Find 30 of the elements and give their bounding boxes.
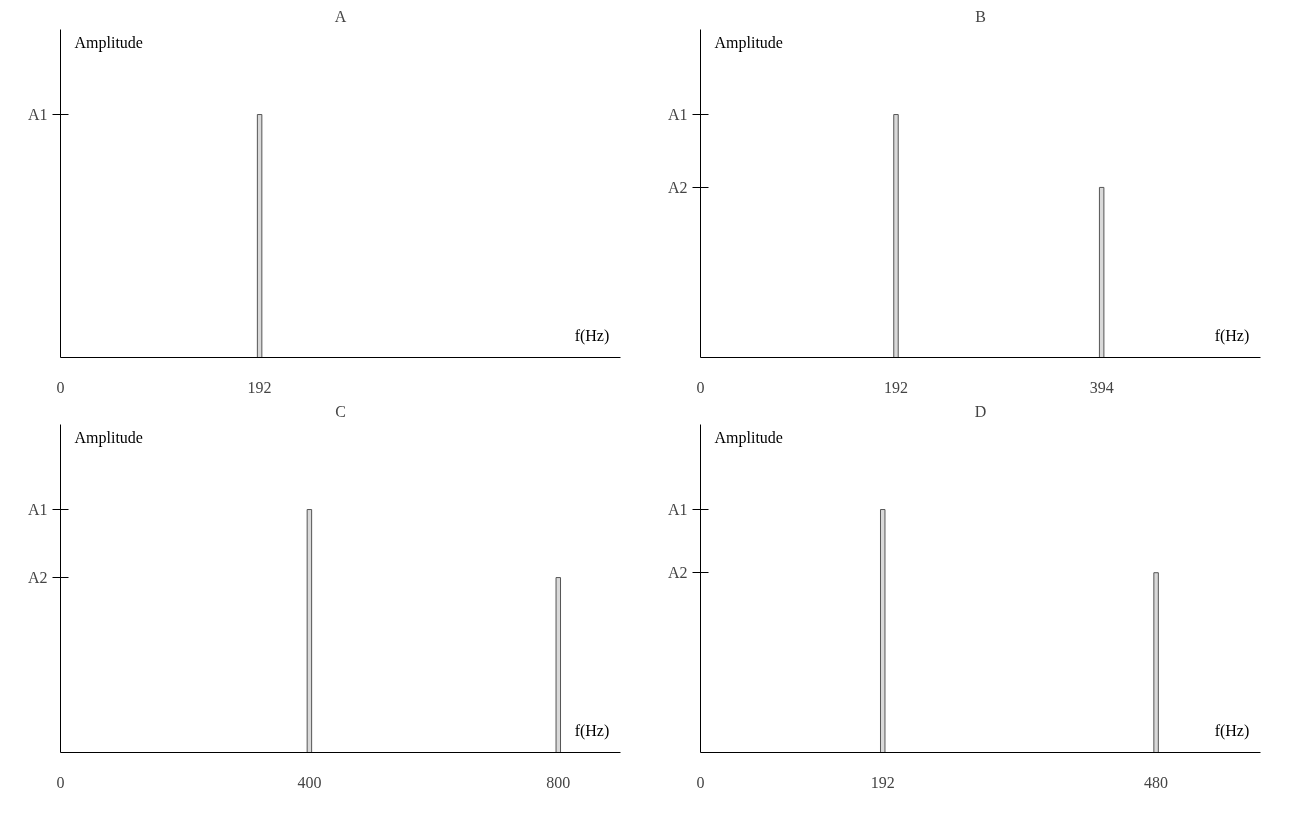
- x-axis-title: f(Hz): [574, 327, 610, 346]
- chart-title: C: [335, 402, 346, 420]
- chart-title: A: [334, 7, 347, 25]
- y-axis-title: Amplitude: [74, 34, 143, 53]
- x-axis-title: f(Hz): [1214, 327, 1250, 346]
- text: A1: [27, 501, 48, 519]
- x-tick-label: 192: [247, 378, 272, 396]
- x-tick-label: 192: [870, 773, 895, 791]
- text: A1: [27, 106, 48, 124]
- x-tick-label: 0: [56, 773, 65, 791]
- x-axis-title: f(Hz): [1214, 722, 1250, 741]
- x-tick-label: 480: [1144, 773, 1169, 791]
- text: A1: [667, 501, 688, 519]
- chart-title: D: [974, 402, 987, 420]
- x-tick-label: 0: [56, 378, 65, 396]
- x-axis-title: f(Hz): [574, 722, 610, 741]
- x-tick-label: 0: [696, 773, 705, 791]
- text: A2: [667, 564, 688, 582]
- y-axis-title: Amplitude: [74, 429, 143, 448]
- text: A2: [667, 178, 688, 196]
- x-tick-label: 394: [1089, 378, 1114, 396]
- text: A2: [27, 569, 48, 587]
- x-tick-label: 0: [696, 378, 705, 396]
- text: A1: [667, 106, 688, 124]
- x-tick-label: 800: [546, 773, 571, 791]
- chart-title: B: [975, 7, 986, 25]
- x-tick-label: 192: [883, 378, 908, 396]
- y-axis-title: Amplitude: [714, 429, 783, 448]
- y-axis-title: Amplitude: [714, 34, 783, 53]
- x-tick-label: 400: [297, 773, 322, 791]
